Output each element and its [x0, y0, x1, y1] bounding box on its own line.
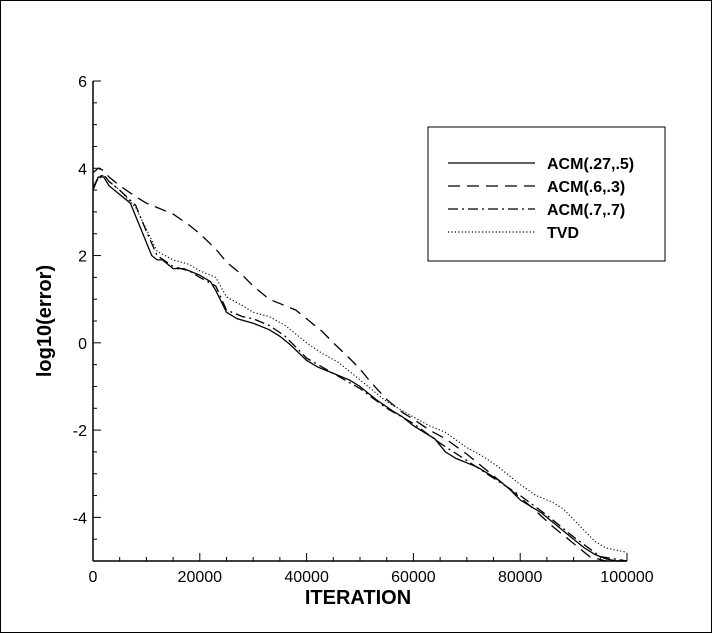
y-tick-label: -4 — [73, 510, 87, 527]
y-tick-label: 4 — [78, 161, 87, 178]
legend-box — [427, 126, 666, 262]
legend-label-3: ACM(.7,.7) — [547, 202, 625, 219]
y-tick-label: 2 — [78, 249, 87, 266]
plot-lines — [92, 167, 628, 562]
x-axis-label: ITERATION — [305, 587, 411, 609]
legend-label-1: ACM(.27,.5) — [547, 156, 634, 173]
legend: ACM(.27,.5) ACM(.6,.3) ACM(.7,.7) TVD — [427, 126, 666, 262]
x-tick-label: 20000 — [178, 569, 223, 586]
legend-label-2: ACM(.6,.3) — [547, 179, 625, 196]
series-line-3 — [92, 174, 628, 562]
x-tick-label: 100000 — [600, 569, 653, 586]
series-line-2 — [92, 167, 627, 562]
y-tick-label: 0 — [78, 336, 87, 353]
legend-label-4: TVD — [547, 225, 579, 242]
x-tick-label: 60000 — [391, 569, 436, 586]
x-tick-label: 40000 — [284, 569, 329, 586]
x-tick-label: 0 — [89, 569, 98, 586]
y-axis-label: log10(error) — [34, 265, 56, 377]
y-tick-label: 6 — [78, 74, 87, 91]
axes: -4 -2 0 2 4 6 0 20000 40000 60000 80000 100000 — [73, 74, 654, 586]
series-line-1 — [92, 176, 627, 562]
x-tick-label: 80000 — [498, 569, 543, 586]
y-tick-label: -2 — [73, 423, 87, 440]
